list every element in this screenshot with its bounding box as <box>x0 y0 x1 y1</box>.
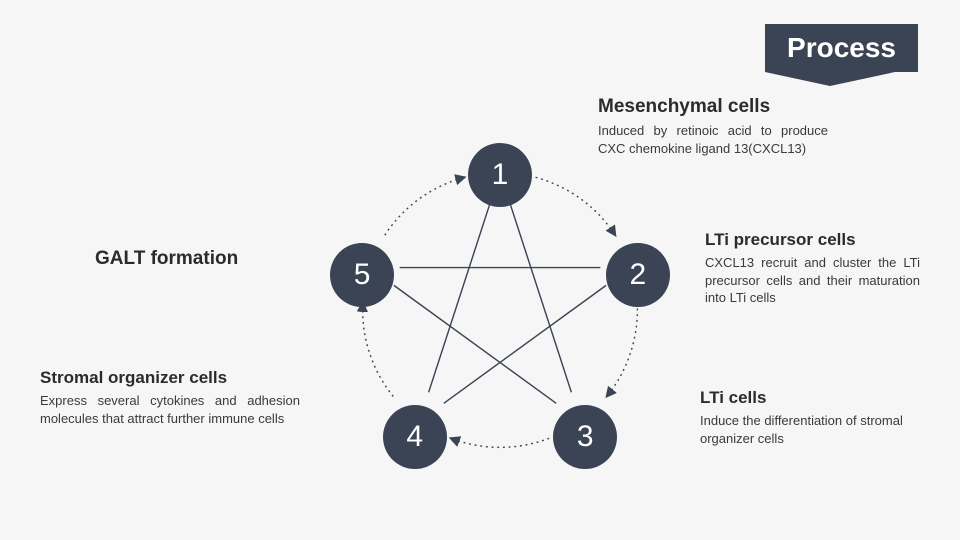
callout-title: GALT formation <box>95 248 295 270</box>
callout-title: Mesenchymal cells <box>598 96 828 118</box>
callout-desc: Express several cytokines and adhesion m… <box>40 392 300 427</box>
callout-desc: CXCL13 recruit and cluster the LTi precu… <box>705 254 920 307</box>
callout-lti-precursor: LTi precursor cells CXCL13 recruit and c… <box>705 230 920 307</box>
callout-title: Stromal organizer cells <box>40 368 300 388</box>
node-1: 1 <box>468 143 532 207</box>
pentagon-diagram: 1 2 3 4 5 <box>320 130 680 490</box>
callout-title: LTi cells <box>700 388 910 408</box>
node-5: 5 <box>330 243 394 307</box>
badge-label: Process <box>787 32 896 63</box>
node-2: 2 <box>606 243 670 307</box>
node-3: 3 <box>553 405 617 469</box>
callout-desc: Induce the differentiation of stromal or… <box>700 412 910 447</box>
callout-stromal: Stromal organizer cells Express several … <box>40 368 300 427</box>
node-4: 4 <box>383 405 447 469</box>
callout-galt: GALT formation <box>95 248 295 274</box>
callout-title: LTi precursor cells <box>705 230 920 250</box>
process-badge: Process <box>765 24 918 72</box>
callout-lti-cells: LTi cells Induce the differentiation of … <box>700 388 910 447</box>
